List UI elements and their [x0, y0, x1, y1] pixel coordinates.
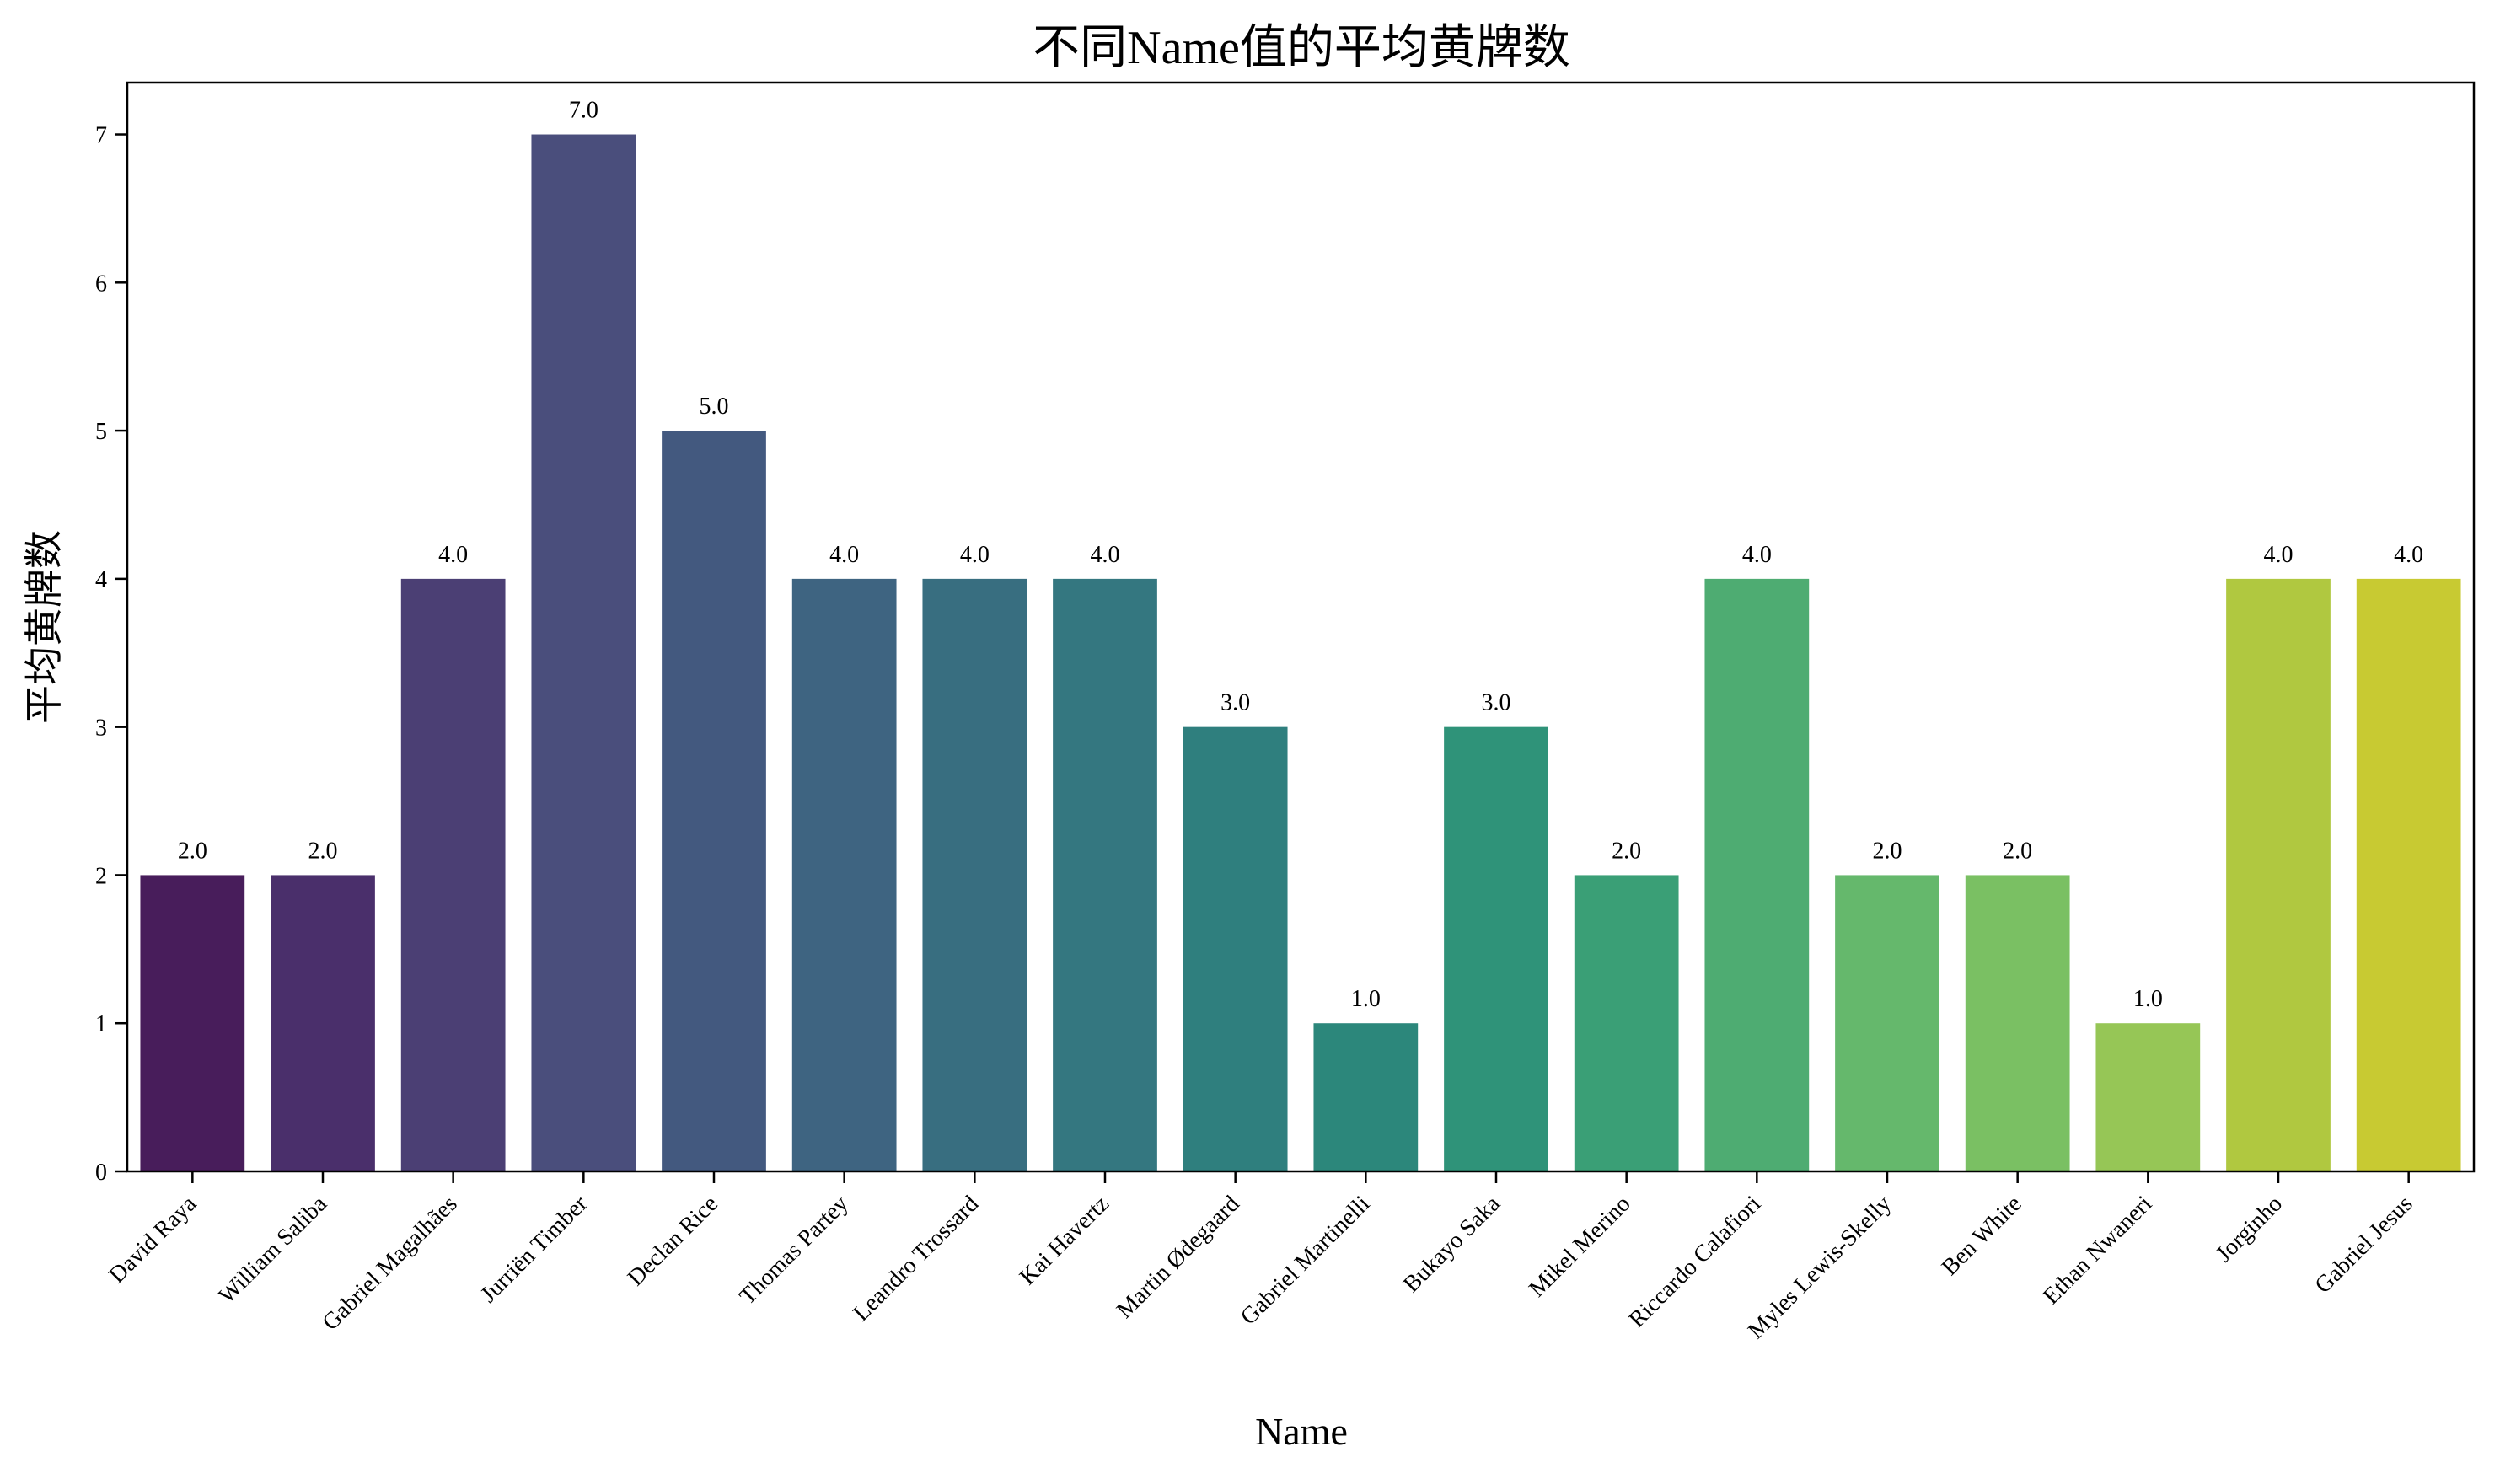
bar	[1574, 875, 1679, 1171]
y-tick-label: 1	[95, 1011, 107, 1037]
value-label: 2.0	[1612, 838, 1641, 864]
x-tick-label: Mikel Merino	[1524, 1191, 1635, 1302]
x-tick-label: Ethan Nwaneri	[2038, 1191, 2157, 1310]
x-tick-label: Bukayo Saka	[1398, 1191, 1505, 1298]
bar	[1053, 578, 1157, 1171]
bar	[2095, 1023, 2201, 1171]
y-tick-label: 2	[95, 863, 107, 889]
chart-title: 不同Name值的平均黄牌数	[1033, 22, 1570, 74]
value-label: 2.0	[2003, 838, 2032, 864]
bar	[2226, 578, 2331, 1171]
bar	[531, 134, 636, 1171]
bar	[1313, 1023, 1419, 1171]
x-tick-label: Ben White	[1937, 1191, 2027, 1281]
value-label: 3.0	[1220, 690, 1250, 716]
x-tick-label: Gabriel Jesus	[2310, 1191, 2418, 1299]
y-tick-label: 3	[95, 715, 107, 742]
x-tick-label: Gabriel Martinelli	[1236, 1191, 1376, 1331]
value-label: 1.0	[2133, 986, 2163, 1012]
bar	[400, 578, 506, 1171]
x-axis-label: Name	[1255, 1410, 1348, 1453]
x-tick-label: William Saliba	[214, 1191, 333, 1310]
bar	[271, 875, 375, 1171]
value-label: 4.0	[960, 542, 990, 568]
value-label: 4.0	[1091, 542, 1120, 568]
x-tick-label: Declan Rice	[623, 1191, 723, 1291]
value-label: 2.0	[178, 838, 207, 864]
y-ticks-group: 0 1 2 3 4 5 6 7	[95, 123, 127, 1186]
x-tick-label: Myles Lewis-Skelly	[1743, 1191, 1896, 1344]
value-label: 1.0	[1351, 986, 1381, 1012]
x-tick-label: Thomas Partey	[734, 1191, 853, 1310]
bar	[140, 875, 245, 1171]
x-tick-label: Leandro Trossard	[848, 1191, 984, 1326]
x-tick-label: Riccardo Calafiori	[1624, 1191, 1767, 1333]
bar	[1444, 726, 1548, 1171]
value-label: 4.0	[2264, 542, 2293, 568]
x-tick-label: Jurriën Timber	[475, 1191, 593, 1309]
value-label: 4.0	[438, 542, 468, 568]
bar	[662, 431, 766, 1171]
value-label: 4.0	[2394, 542, 2423, 568]
bar	[1965, 875, 2070, 1171]
y-tick-label: 4	[95, 567, 107, 593]
y-tick-label: 7	[95, 123, 107, 149]
axes-frame	[126, 81, 2476, 1173]
value-label: 7.0	[569, 98, 598, 124]
bar	[2356, 578, 2461, 1171]
value-label: 5.0	[700, 394, 729, 420]
bar	[1835, 875, 1939, 1171]
y-tick-label: 6	[95, 271, 107, 297]
value-label: 2.0	[1873, 838, 1902, 864]
y-tick-label: 5	[95, 419, 107, 445]
bar	[922, 578, 1027, 1171]
x-tick-label: Martin Ødegaard	[1112, 1191, 1245, 1324]
x-tick-label: Jorginho	[2211, 1191, 2288, 1267]
x-tick-label: Kai Havertz	[1015, 1191, 1114, 1290]
value-label: 2.0	[308, 838, 338, 864]
y-tick-label: 0	[95, 1160, 107, 1186]
x-tick-label: Gabriel Magalhães	[318, 1191, 463, 1336]
value-label: 3.0	[1482, 690, 1511, 716]
bar	[791, 578, 897, 1171]
y-axis-label: 平均黄牌数	[23, 530, 66, 724]
x-tick-label: David Raya	[104, 1191, 201, 1288]
value-labels-group: 2.0 2.0 4.0 7.0 5.0 4.0 4.0 4.0 3.0 1.0 3.0 2.0 4.0 2…	[178, 98, 2423, 1013]
bar	[1704, 578, 1810, 1171]
bar	[1183, 726, 1288, 1171]
value-label: 4.0	[829, 542, 859, 568]
bars-group	[140, 134, 2461, 1171]
value-label: 4.0	[1742, 542, 1772, 568]
